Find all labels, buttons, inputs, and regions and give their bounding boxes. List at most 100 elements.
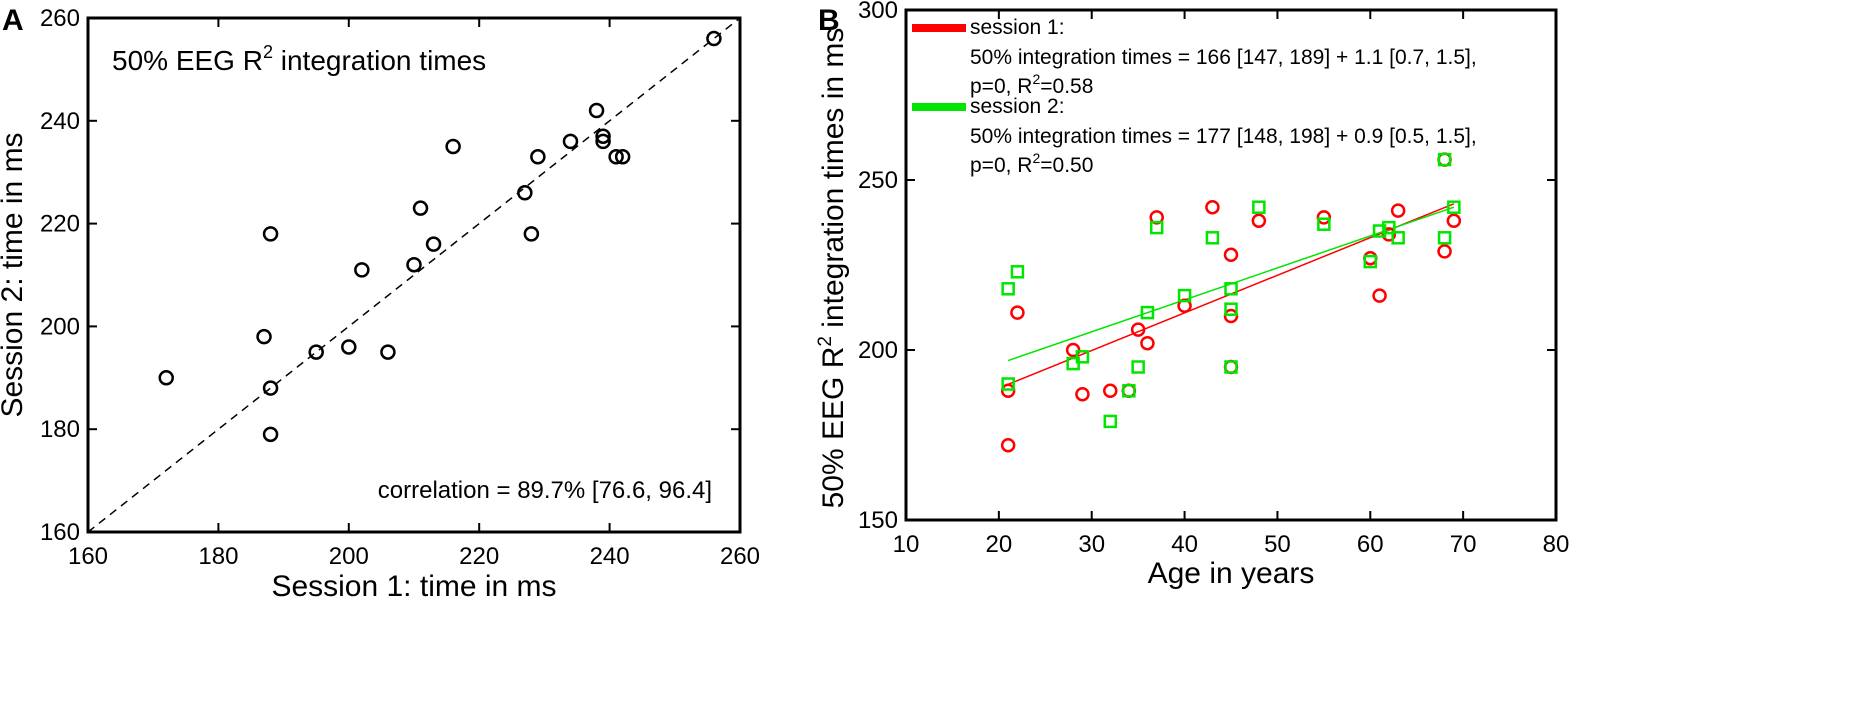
- panel-b-session-2-point: [1224, 360, 1238, 374]
- panel-a-x-axis-label: Session 1: time in ms: [271, 570, 556, 603]
- panel-b-session-1-point: [1381, 227, 1397, 242]
- panel-b-session-1-point: [1437, 152, 1452, 167]
- panel-a-y-tick-label: 220: [40, 211, 80, 238]
- panel-a-x-tick-label: 180: [198, 543, 238, 570]
- panel-b-session-1-point: [1000, 383, 1016, 399]
- panel-a-data-point: [445, 138, 461, 155]
- panel-b-session-1-point: [1223, 308, 1239, 324]
- panel-b-session-2-point: [1131, 360, 1145, 374]
- panel-a-data-point: [530, 149, 546, 165]
- panel-a-title: 50% EEG R2 integration times: [112, 42, 486, 76]
- panel-b-session-1-point: [1316, 210, 1332, 225]
- panel-a-x-tick-label: 220: [459, 543, 499, 570]
- panel-b-session-1-point: [1130, 322, 1146, 337]
- panel-b-x-tick-label: 80: [1543, 531, 1570, 558]
- panel-b-session-1-point: [1223, 359, 1239, 375]
- legend-session-1-fit-text: 50% integration times = 166 [147, 189] +…: [970, 46, 1477, 69]
- panel-b-session-2-point: [1224, 302, 1238, 316]
- panel-b-x-tick-label: 70: [1450, 531, 1477, 558]
- panel-a-data-point: [256, 328, 272, 345]
- panel-b-session-2-point: [1103, 414, 1118, 429]
- panel-a-y-axis-label: Session 2: time in ms: [0, 132, 29, 417]
- panel-a-data-point: [608, 149, 624, 165]
- legend-session-1-name: session 1:: [970, 16, 1065, 39]
- panel-a-y-tick-label: 260: [40, 5, 80, 32]
- panel-a-correlation-annotation: correlation = 89.7% [76.6, 96.4]: [378, 477, 712, 504]
- panel-a-data-point: [341, 339, 357, 355]
- panel-a-data-point: [412, 200, 429, 216]
- panel-a-y-tick-label: 200: [40, 313, 80, 340]
- panel-b-session-1-point: [1372, 288, 1387, 303]
- panel-b-session-1-point: [1437, 244, 1452, 259]
- panel-b-session-1-point: [1075, 386, 1090, 402]
- panel-b-session-1-point: [1363, 250, 1378, 266]
- panel-b-session-2-point: [1391, 231, 1405, 245]
- panel-a-data-point: [517, 185, 533, 201]
- panel-b-session-1-point: [1223, 247, 1239, 263]
- panel-b-session-2-point: [1363, 254, 1378, 269]
- panel-a-data-point: [562, 133, 579, 150]
- panel-b-session-1-point: [1205, 199, 1220, 215]
- panel-b-session-2-point: [1001, 377, 1015, 391]
- panel-b-x-ticks: 10 20 30 40 50 60 70 80: [893, 10, 1570, 558]
- panel-a-y-tick-label: 240: [40, 108, 80, 135]
- panel-a-x-ticks: 160 180 200 220 240 260: [68, 18, 760, 570]
- panel-a-y-tick-label: 180: [40, 416, 80, 443]
- panel-b-session-1-point: [1149, 210, 1164, 225]
- panel-b-session-1-point: [1121, 383, 1137, 399]
- panel-b-session-2-point: [1437, 152, 1452, 167]
- panel-a-data-point: [595, 128, 611, 144]
- panel-a-axes-box: [86, 16, 742, 534]
- panel-b-x-tick-label: 10: [893, 531, 920, 558]
- panel-b-session-1-point: [1065, 342, 1081, 358]
- panel-b-session-2-point: [1149, 220, 1164, 235]
- panel-b-x-tick-label: 30: [1078, 531, 1105, 558]
- panel-b-session-1-point: [1446, 213, 1462, 229]
- panel-a-x-tick-label: 260: [720, 543, 760, 570]
- panel-b-y-tick-label: 200: [858, 337, 898, 364]
- panel-b-session-2-point: [1252, 200, 1266, 214]
- panel-a-data-point: [262, 226, 279, 242]
- panel-b-y-tick-label: 250: [858, 167, 898, 194]
- panel-b-session-1-point: [1140, 335, 1155, 351]
- panel-b-x-axis-label: Age in years: [1148, 557, 1315, 590]
- panel-a-data-point: [595, 133, 611, 150]
- panel-b-axes-box: [904, 8, 1558, 522]
- panel-b-session-2-point: [1205, 231, 1220, 245]
- panel-a-data-point: [380, 344, 396, 360]
- panel-b-x-tick-label: 50: [1264, 531, 1291, 558]
- panel-a: A 160 180 200 220 240 260 160180200220240260 …: [0, 4, 760, 603]
- legend-session-2-stats: p=0, R2=0.50: [970, 150, 1093, 177]
- panel-a-data-point: [308, 344, 324, 360]
- panel-a-y-ticks: 160 180 200 220 240 260: [40, 5, 740, 546]
- panel-b-session-2-point: [1122, 384, 1136, 398]
- legend-session-2-fit-text: 50% integration times = 177 [148, 198] +…: [970, 125, 1477, 148]
- panel-b-session-2-points: [1001, 152, 1461, 429]
- panel-b-x-tick-label: 40: [1171, 531, 1198, 558]
- panel-b-session-1-point: [1251, 213, 1267, 229]
- panel-a-data-point: [614, 149, 631, 165]
- legend-session-1-stats: p=0, R2=0.58: [970, 71, 1093, 98]
- panel-a-x-tick-label: 240: [590, 543, 630, 570]
- panel-b-session-2-point: [1075, 350, 1090, 364]
- panel-b-session-1-point: [1177, 298, 1192, 314]
- panel-b-label: B: [818, 4, 840, 37]
- panel-b-session-2-point: [1317, 217, 1331, 231]
- legend-session-2-name: session 2:: [970, 95, 1065, 118]
- panel-b-session-1-point: [1103, 383, 1118, 399]
- panel-b-y-axis-label: 50% EEG R2 integration times in ms: [815, 28, 850, 509]
- panel-b-session-2-point: [1437, 231, 1452, 245]
- panel-a-data-point: [523, 226, 540, 242]
- panel-b-session-2-point: [1447, 200, 1461, 214]
- panel-a-label: A: [2, 4, 24, 37]
- panel-a-data-point: [262, 426, 279, 443]
- panel-b-session-2-point: [1010, 265, 1025, 279]
- panel-a-data-point: [354, 262, 370, 278]
- panel-b-session-1-point: [1390, 203, 1406, 218]
- panel-b-x-tick-label: 60: [1357, 531, 1384, 558]
- panel-b-session-2-point: [1224, 282, 1238, 296]
- panel-b-session-2-point: [1001, 282, 1015, 296]
- panel-a-data-point: [262, 380, 279, 396]
- panel-b-session-1-point: [1010, 305, 1025, 320]
